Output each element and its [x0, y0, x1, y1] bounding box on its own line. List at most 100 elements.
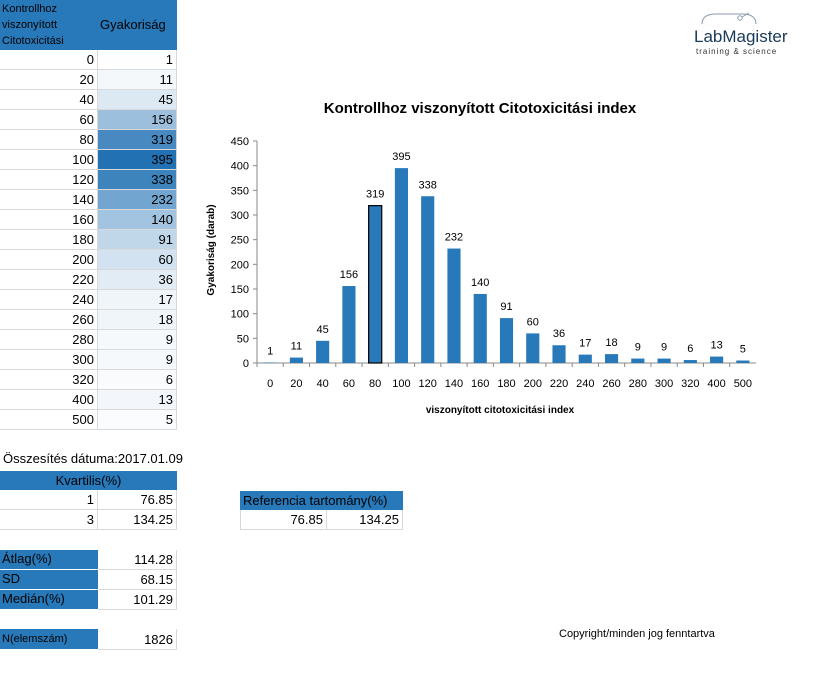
x-tick-label: 300: [655, 378, 673, 390]
freq-row-index: 200: [0, 250, 98, 270]
histogram-chart: Kontrollhoz viszonyított Citotoxicitási …: [206, 100, 756, 416]
quartile-3-label: 3: [0, 510, 98, 530]
data-label-20: 11: [291, 341, 302, 353]
sd-label: SD: [0, 570, 98, 589]
n-label: N(elemszám): [0, 629, 98, 649]
x-tick-label: 240: [576, 378, 594, 390]
freq-row-count: 5: [98, 410, 177, 430]
bar-120: [421, 196, 435, 363]
chart-title: Kontrollhoz viszonyított Citotoxicitási …: [324, 100, 637, 117]
freq-header-index: Kontrollhoz viszonyított Citotoxicitási: [0, 0, 97, 50]
freq-row-count: 232: [98, 190, 177, 210]
freq-row-index: 300: [0, 350, 98, 370]
freq-row-index: 0: [0, 50, 98, 70]
freq-row-count: 395: [98, 150, 177, 170]
freq-row-index: 220: [0, 270, 98, 290]
reference-header: Referencia tartomány(%): [240, 491, 403, 510]
data-label-280: 9: [635, 342, 641, 354]
x-tick-label: 120: [419, 378, 437, 390]
bar-200: [526, 333, 540, 363]
bar-60: [342, 286, 356, 363]
freq-row-count: 9: [98, 350, 177, 370]
freq-row-index: 240: [0, 290, 98, 310]
data-label-260: 18: [605, 337, 617, 349]
quartile-1-label: 1: [0, 490, 98, 510]
chart-axes: 0 50 100 150 200 250 300 350 400 450 0 20 40 60 80 100 1…: [231, 136, 756, 390]
data-label-120: 338: [419, 179, 437, 191]
data-label-0: 1: [267, 346, 273, 358]
freq-row-count: 13: [98, 390, 177, 410]
bar-160: [473, 293, 487, 363]
x-tick-label: 180: [497, 378, 515, 390]
median-value: 101.29: [98, 590, 177, 610]
freq-row-count: 45: [98, 90, 177, 110]
y-tick-label: 100: [231, 309, 249, 321]
data-label-240: 17: [579, 338, 591, 350]
freq-row-count: 17: [98, 290, 177, 310]
x-tick-label: 0: [267, 378, 273, 390]
data-label-140: 232: [445, 232, 463, 244]
median-label: Medián(%): [0, 590, 98, 609]
freq-row-index: 140: [0, 190, 98, 210]
data-label-40: 45: [317, 324, 329, 336]
bar-280: [631, 358, 645, 363]
bar-220: [552, 345, 566, 363]
y-tick-label: 350: [231, 185, 249, 197]
x-tick-label: 40: [317, 378, 329, 390]
bar-400: [710, 356, 724, 363]
freq-row-count: 60: [98, 250, 177, 270]
bar-100: [394, 168, 409, 363]
x-tick-label: 500: [734, 378, 752, 390]
data-label-500: 5: [740, 344, 746, 356]
x-axis-label: viszonyított citotoxicitási index: [426, 405, 575, 416]
y-axis-label: Gyakoriság (darab): [206, 204, 217, 295]
x-tick-label: 220: [550, 378, 568, 390]
x-tick-label: 320: [681, 378, 699, 390]
y-tick-label: 400: [231, 161, 249, 173]
y-tick-label: 150: [231, 284, 249, 296]
freq-row-index: 60: [0, 110, 98, 130]
bar-140: [447, 248, 461, 363]
freq-row-index: 320: [0, 370, 98, 390]
freq-row-index: 160: [0, 210, 98, 230]
summary-date: Összesítés dátuma:2017.01.09: [3, 451, 183, 466]
freq-row-index: 20: [0, 70, 98, 90]
copyright-text: Copyright/minden jog fenntartva: [559, 628, 715, 640]
mean-value: 114.28: [98, 550, 177, 570]
logo-graphic-icon: [701, 12, 757, 25]
freq-row-count: 11: [98, 70, 177, 90]
reference-low: 76.85: [240, 510, 327, 530]
freq-row-count: 91: [98, 230, 177, 250]
bar-20: [289, 357, 303, 363]
freq-row-count: 36: [98, 270, 177, 290]
data-label-80: 319: [366, 189, 384, 201]
x-tick-label: 200: [524, 378, 542, 390]
freq-row-count: 18: [98, 310, 177, 330]
x-tick-label: 60: [343, 378, 355, 390]
data-label-100: 395: [392, 151, 410, 163]
labmagister-logo: LabMagister training & science: [694, 10, 789, 58]
y-tick-label: 200: [231, 259, 249, 271]
x-tick-label: 280: [629, 378, 647, 390]
x-tick-label: 20: [290, 378, 302, 390]
bar-40: [316, 340, 330, 363]
data-label-60: 156: [340, 269, 358, 281]
y-tick-label: 50: [237, 333, 249, 345]
freq-row-index: 260: [0, 310, 98, 330]
x-tick-label: 100: [392, 378, 410, 390]
mean-label: Átlag(%): [0, 550, 98, 569]
freq-row-index: 80: [0, 130, 98, 150]
bar-180: [499, 318, 514, 363]
bar-500: [736, 360, 750, 363]
x-tick-label: 140: [445, 378, 463, 390]
freq-row-count: 156: [98, 110, 177, 130]
bar-260: [604, 354, 619, 363]
freq-row-count: 6: [98, 370, 177, 390]
freq-row-count: 319: [98, 130, 177, 150]
x-tick-label: 260: [602, 378, 620, 390]
x-tick-label: 400: [707, 378, 725, 390]
data-label-320: 6: [687, 343, 693, 355]
quartile-1-value: 76.85: [98, 490, 177, 510]
y-tick-label: 0: [243, 358, 249, 370]
